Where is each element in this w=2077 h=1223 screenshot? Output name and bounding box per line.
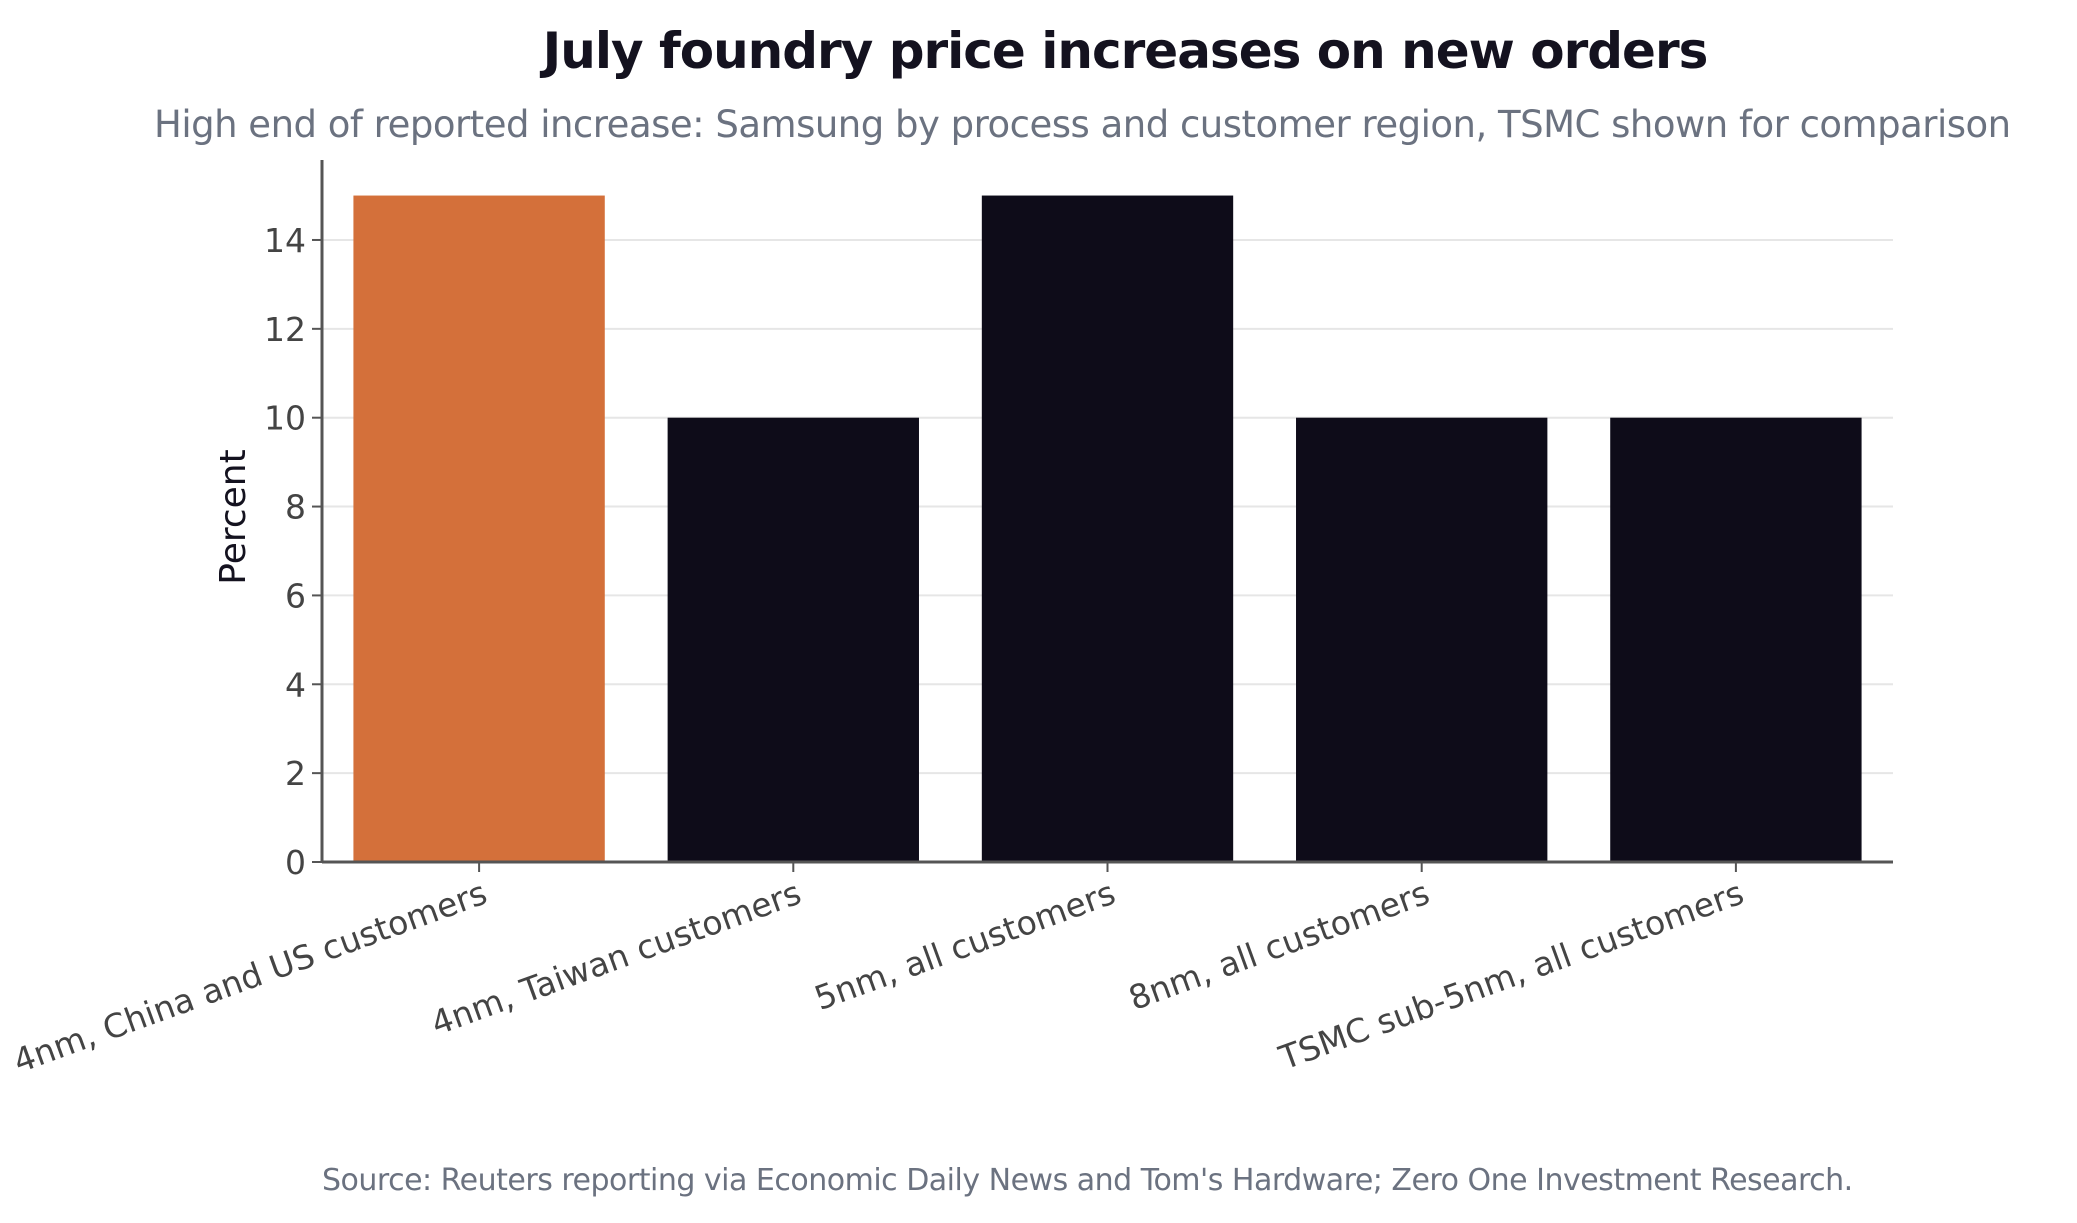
bar (667, 417, 919, 862)
bar (1610, 417, 1862, 862)
y-tick-label: 6 (285, 576, 306, 615)
axes (312, 160, 1893, 872)
bar (981, 195, 1234, 862)
bars (353, 195, 1862, 862)
chart-subtitle: High end of reported increase: Samsung b… (154, 103, 2011, 146)
y-tick-label: 14 (264, 221, 306, 260)
x-tick-label: 4nm, China and US customers (8, 873, 492, 1081)
y-tick-label: 0 (285, 843, 306, 882)
y-tick-label: 12 (264, 310, 306, 349)
y-tick-labels: 0 2 4 6 8 10 12 14 (264, 221, 306, 882)
bar (1296, 417, 1548, 862)
y-tick-label: 2 (285, 754, 306, 793)
bar (353, 195, 605, 862)
y-tick-label: 4 (285, 665, 306, 704)
y-tick-label: 8 (285, 488, 306, 527)
x-tick-label: 8nm, all customers (1124, 873, 1435, 1018)
y-tick-label: 10 (264, 399, 306, 438)
y-axis-label: Percent (213, 449, 254, 584)
x-tick-label: 5nm, all customers (809, 873, 1120, 1018)
chart-title: July foundry price increases on new orde… (542, 22, 1709, 80)
source-note: Source: Reuters reporting via Economic D… (322, 1163, 1853, 1198)
